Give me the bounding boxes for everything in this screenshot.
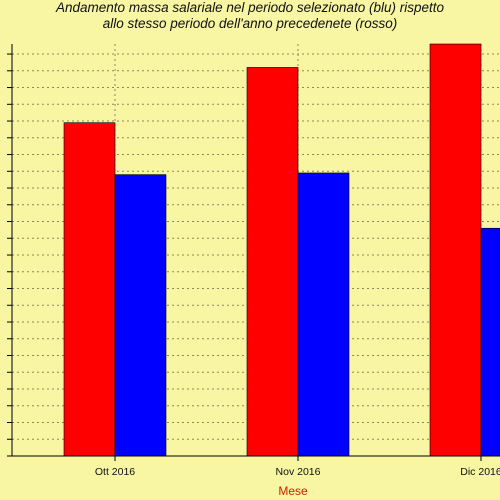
chart-title: Andamento massa salariale nel periodo se… — [56, 0, 444, 15]
bar-blue-1 — [114, 174, 167, 457]
axes: Ott 2016 Nov 2016 Dic 2016 — [7, 44, 500, 478]
x-tick-label: Ott 2016 — [95, 466, 135, 478]
bar-blue-3 — [480, 227, 500, 457]
bars — [63, 43, 500, 457]
x-tick-label: Dic 2016 — [460, 466, 500, 478]
chart-subtitle: allo stesso periodo dell'anno precedenet… — [102, 16, 398, 31]
x-tick-label: Nov 2016 — [276, 466, 321, 478]
bar-blue-2 — [297, 172, 350, 457]
bar-red-3 — [429, 43, 482, 457]
bar-red-1 — [63, 122, 116, 457]
x-axis-title: Mese — [278, 484, 308, 498]
chart-title-block: Andamento massa salariale nel periodo se… — [0, 0, 500, 32]
bar-red-2 — [246, 67, 299, 457]
